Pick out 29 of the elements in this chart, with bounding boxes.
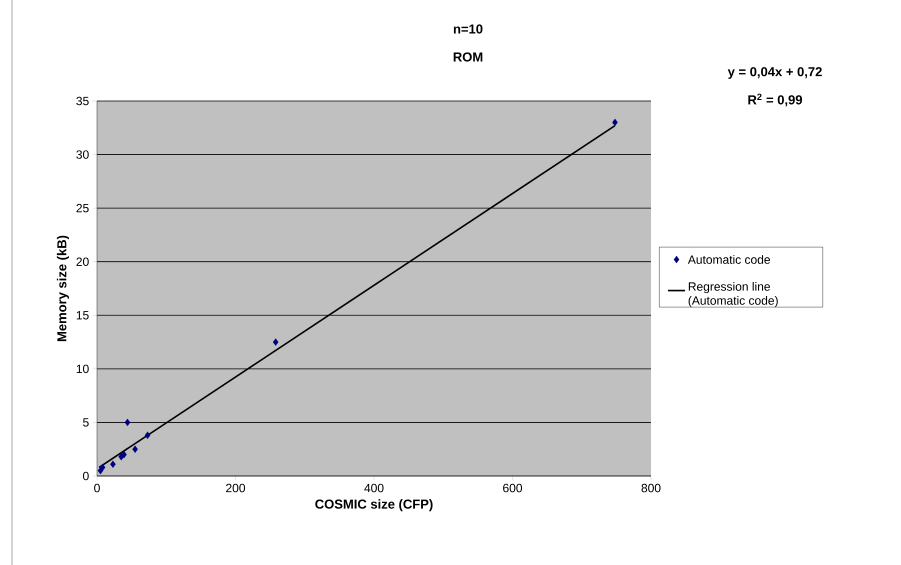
point [272,338,278,346]
point [100,464,106,472]
y-tick-label: 15 [76,311,89,320]
point [121,450,127,458]
y-tick-label: 0 [83,472,89,480]
y-tick-label: 35 [76,96,89,106]
chart-subtitle: ROM [454,52,482,62]
x-tick-label: 200 [226,484,246,492]
text: y = 0,04x + 0,72 [728,67,822,79]
point [144,432,150,439]
y-axis-title: Memory size (kB) [56,236,69,342]
x-tick-label: 400 [364,484,384,492]
legend-label: Automatic code [688,255,770,264]
point [132,446,138,453]
legend-label: Regression line (Automatic code) [688,282,778,308]
point [612,118,618,126]
y-tick-label: 20 [76,257,89,266]
point [124,418,130,426]
y-tick-label: 25 [76,204,89,212]
chart-title: n=10 [454,24,482,34]
x-tick-label: 0 [94,484,100,492]
x-tick-label: 600 [503,484,522,492]
x-axis-title: COSMIC size (CFP) [315,499,433,512]
text: R$^{2}$ = 0,99 [748,94,802,106]
y-tick-label: 5 [83,418,89,427]
y-tick-label: 30 [76,150,89,159]
y-tick-label: 10 [76,364,89,374]
x-tick-label: 800 [642,484,661,492]
point [110,460,116,468]
